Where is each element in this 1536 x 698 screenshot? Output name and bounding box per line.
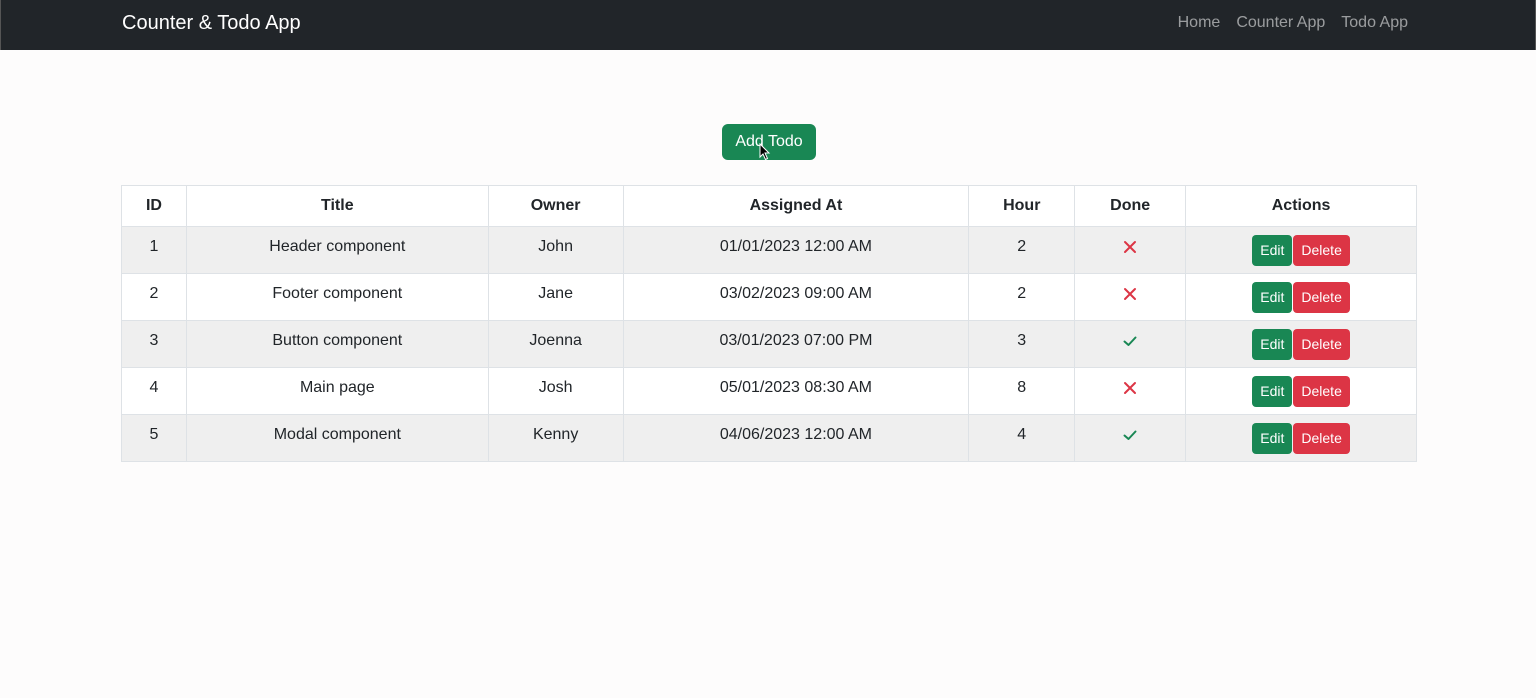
edit-button[interactable]: Edit: [1252, 423, 1293, 454]
cell-title: Main page: [185, 367, 489, 415]
navbar-brand[interactable]: Counter & Todo App: [122, 12, 301, 34]
edit-button[interactable]: Edit: [1252, 376, 1293, 407]
cell-actions: Edit Delete: [1185, 414, 1417, 462]
nav-links: Home Counter App Todo App: [1178, 14, 1408, 32]
table-row: 3 Button component Joenna 03/01/2023 07:…: [121, 320, 1417, 368]
column-header-owner: Owner: [487, 185, 624, 227]
x-icon: [1124, 241, 1137, 253]
cell-done: [1074, 226, 1187, 274]
cell-title: Modal component: [185, 414, 489, 462]
edit-button[interactable]: Edit: [1252, 235, 1293, 266]
cell-done: [1074, 320, 1187, 368]
navbar: Counter & Todo App Home Counter App Todo…: [0, 0, 1536, 50]
cell-done: [1074, 367, 1187, 415]
column-header-actions: Actions: [1185, 185, 1417, 227]
x-icon: [1124, 382, 1137, 394]
cell-actions: Edit Delete: [1185, 226, 1417, 274]
cell-hour: 2: [968, 226, 1076, 274]
table-header-row: ID Title Owner Assigned At Hour Done Act…: [121, 185, 1417, 227]
nav-link-home[interactable]: Home: [1177, 14, 1221, 31]
delete-button[interactable]: Delete: [1293, 235, 1350, 266]
cell-assigned-at: 05/01/2023 08:30 AM: [622, 367, 970, 415]
cell-owner: Kenny: [487, 414, 624, 462]
column-header-id: ID: [121, 185, 187, 227]
column-header-title: Title: [185, 185, 489, 227]
cell-id: 4: [121, 367, 187, 415]
column-header-hour: Hour: [968, 185, 1076, 227]
cell-owner: Joenna: [487, 320, 624, 368]
column-header-done: Done: [1074, 185, 1187, 227]
cell-owner: Josh: [487, 367, 624, 415]
cell-assigned-at: 03/01/2023 07:00 PM: [622, 320, 970, 368]
edit-button[interactable]: Edit: [1252, 282, 1293, 313]
cell-done: [1074, 273, 1187, 321]
cell-id: 2: [121, 273, 187, 321]
table-row: 5 Modal component Kenny 04/06/2023 12:00…: [121, 414, 1417, 462]
cell-owner: Jane: [487, 273, 624, 321]
cell-assigned-at: 03/02/2023 09:00 AM: [622, 273, 970, 321]
cell-title: Footer component: [185, 273, 489, 321]
cell-id: 5: [121, 414, 187, 462]
delete-button[interactable]: Delete: [1293, 376, 1350, 407]
delete-button[interactable]: Delete: [1293, 329, 1350, 360]
mouse-cursor-icon: [759, 143, 771, 161]
cell-assigned-at: 01/01/2023 12:00 AM: [622, 226, 970, 274]
cell-hour: 4: [968, 414, 1076, 462]
cell-owner: John: [487, 226, 624, 274]
check-icon: [1123, 430, 1137, 440]
cell-actions: Edit Delete: [1185, 273, 1417, 321]
cell-assigned-at: 04/06/2023 12:00 AM: [622, 414, 970, 462]
cell-id: 3: [121, 320, 187, 368]
table-row: 1 Header component John 01/01/2023 12:00…: [121, 226, 1417, 274]
nav-link-todo-app[interactable]: Todo App: [1341, 14, 1408, 31]
cell-hour: 2: [968, 273, 1076, 321]
cell-id: 1: [121, 226, 187, 274]
table-body: 1 Header component John 01/01/2023 12:00…: [121, 226, 1417, 462]
edit-button[interactable]: Edit: [1252, 329, 1293, 360]
cell-title: Header component: [185, 226, 489, 274]
delete-button[interactable]: Delete: [1293, 282, 1350, 313]
delete-button[interactable]: Delete: [1293, 423, 1350, 454]
add-todo-button[interactable]: Add Todo: [722, 124, 816, 160]
cell-done: [1074, 414, 1187, 462]
cell-actions: Edit Delete: [1185, 320, 1417, 368]
cell-title: Button component: [185, 320, 489, 368]
cell-actions: Edit Delete: [1185, 367, 1417, 415]
todo-table: ID Title Owner Assigned At Hour Done Act…: [121, 185, 1417, 462]
cell-hour: 8: [968, 367, 1076, 415]
check-icon: [1123, 336, 1137, 346]
column-header-assigned-at: Assigned At: [622, 185, 970, 227]
nav-link-counter-app[interactable]: Counter App: [1236, 14, 1326, 31]
cell-hour: 3: [968, 320, 1076, 368]
x-icon: [1124, 288, 1137, 300]
table-row: 2 Footer component Jane 03/02/2023 09:00…: [121, 273, 1417, 321]
table-row: 4 Main page Josh 05/01/2023 08:30 AM 8 E…: [121, 367, 1417, 415]
